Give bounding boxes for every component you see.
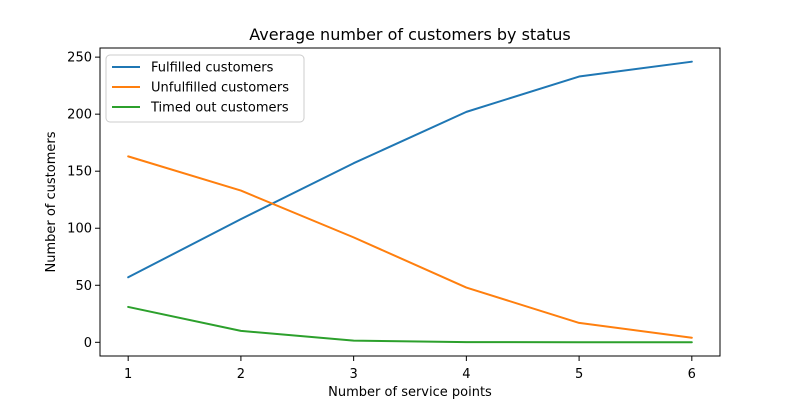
chart-title: Average number of customers by status — [249, 25, 570, 44]
y-axis-ticks: 0 50 100 150 200 250 — [67, 51, 100, 351]
x-tick-label: 3 — [349, 367, 357, 382]
x-axis-label: Number of service points — [328, 385, 492, 400]
series-line-1 — [127, 60, 693, 279]
x-tick-label: 4 — [462, 367, 470, 382]
legend-label: Timed out customers — [150, 101, 289, 116]
x-tick-label: 2 — [237, 367, 245, 382]
legend-box — [105, 54, 305, 123]
y-tick-label: 100 — [67, 222, 92, 237]
y-tick-label: 150 — [67, 165, 92, 180]
y-tick-label: 200 — [67, 108, 92, 123]
legend-label: Unfulfilled customers — [151, 81, 289, 96]
legend: Fulfilled customers Unfulfilled customers… — [105, 54, 305, 123]
plot-area: 1 2 3 4 5 6 0 50 100 150 200 250 — [67, 47, 721, 382]
y-tick-label: 250 — [67, 51, 92, 66]
x-tick-label: 6 — [688, 367, 696, 382]
y-axis-label: Number of customers — [44, 131, 59, 272]
series-line-2 — [127, 155, 693, 339]
series-lines — [127, 60, 693, 344]
series-line-3 — [127, 305, 693, 344]
x-tick-label: 1 — [124, 367, 132, 382]
y-tick-label: 0 — [84, 336, 92, 351]
x-tick-label: 5 — [575, 367, 583, 382]
x-axis-ticks: 1 2 3 4 5 6 — [124, 356, 696, 382]
legend-label: Fulfilled customers — [151, 61, 274, 76]
y-tick-label: 50 — [75, 279, 92, 294]
plot-frame — [99, 47, 721, 357]
